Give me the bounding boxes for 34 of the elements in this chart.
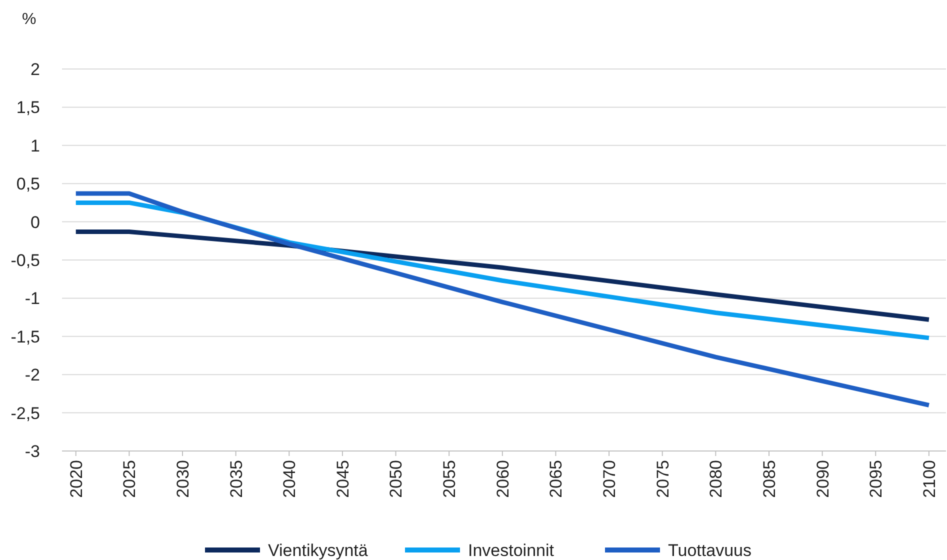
y-tick-label: 2 bbox=[30, 60, 40, 79]
line-series bbox=[74, 191, 932, 408]
y-tick-label: -2 bbox=[24, 366, 40, 385]
y-tick-label: -3 bbox=[24, 442, 40, 461]
x-tick-label: 2085 bbox=[760, 460, 779, 498]
y-tick-label: -0,5 bbox=[10, 250, 40, 270]
y-tick-label: 1,5 bbox=[16, 98, 40, 118]
x-tick-label: 2035 bbox=[226, 460, 246, 498]
legend-label: Tuottavuus bbox=[668, 540, 752, 560]
y-tick-label: 0,5 bbox=[16, 174, 40, 194]
x-tick-label: 2065 bbox=[546, 460, 566, 498]
x-tick-label: 2075 bbox=[653, 460, 672, 498]
x-tick-label: 2090 bbox=[813, 460, 832, 498]
y-tick-label: -2,5 bbox=[10, 404, 40, 423]
x-tick-label: 2030 bbox=[173, 460, 192, 498]
y-tick-label: -1,5 bbox=[10, 327, 40, 346]
x-tick-label: 2060 bbox=[493, 460, 512, 498]
x-tick-label: 2040 bbox=[280, 460, 300, 498]
line-series bbox=[74, 229, 932, 322]
y-axis-title: % bbox=[22, 11, 36, 28]
legend-label: Vientikysyntä bbox=[268, 540, 368, 560]
x-tick-label: 2025 bbox=[120, 460, 140, 498]
x-tick-label: 2045 bbox=[333, 460, 352, 498]
x-tick-label: 2080 bbox=[706, 460, 726, 498]
y-tick-label: -1 bbox=[24, 289, 40, 308]
x-tick-label: 2070 bbox=[600, 460, 619, 498]
x-tick-label: 2095 bbox=[866, 460, 886, 498]
x-tick-label: 2055 bbox=[440, 460, 460, 498]
x-tick-label: 2020 bbox=[66, 460, 86, 498]
y-tick-label: 0 bbox=[30, 212, 40, 232]
y-tick-label: 1 bbox=[30, 136, 40, 156]
x-tick-label: 2050 bbox=[386, 460, 406, 498]
x-tick-label: 2100 bbox=[920, 460, 939, 498]
legend-label: Investoinnit bbox=[468, 540, 554, 560]
